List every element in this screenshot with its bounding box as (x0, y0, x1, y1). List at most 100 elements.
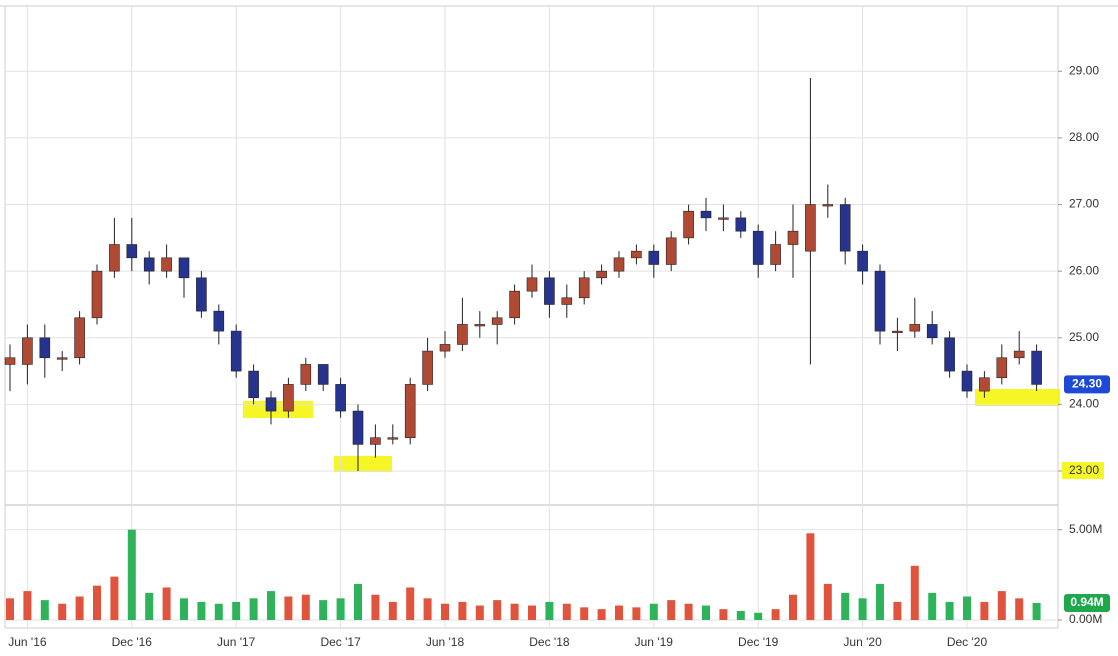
volume-bar (528, 605, 536, 620)
candle-body (39, 337, 51, 359)
candle-body (196, 277, 207, 312)
x-tick-label: Jun '20 (843, 635, 882, 649)
volume-bar (423, 598, 432, 620)
highlight (334, 456, 392, 472)
candle-body (4, 357, 16, 365)
candle-body (857, 250, 868, 272)
volume-bar (580, 607, 589, 620)
volume-bar (667, 600, 676, 620)
x-tick-label: Jun '18 (426, 635, 465, 649)
x-tick-label: Dec '16 (112, 635, 153, 649)
candle-body (457, 324, 468, 345)
volume-bar (354, 583, 362, 620)
volume-bar (823, 583, 832, 620)
candle-body (787, 230, 799, 245)
volume-bar (75, 596, 84, 620)
candle-body (230, 330, 242, 372)
candle-body (683, 210, 694, 239)
candle-body (961, 370, 973, 392)
volume-bar (876, 583, 884, 620)
volume-bar (771, 609, 780, 620)
volume-bar (858, 598, 867, 620)
candle-body (126, 244, 138, 259)
volume-bar (545, 601, 554, 620)
volume-bar (910, 565, 919, 620)
candle-body (317, 364, 329, 385)
volume-bar (214, 603, 223, 620)
candle-body (596, 270, 607, 279)
volume-bar (893, 601, 902, 620)
candle-body (1031, 350, 1042, 385)
candle-body (665, 237, 677, 265)
x-tick-label: Jun '16 (8, 635, 47, 649)
volume-bar (180, 598, 188, 620)
volume-bar (301, 594, 310, 620)
candle-body (91, 270, 103, 319)
volume-bar (6, 598, 14, 620)
candle-body (161, 257, 172, 272)
volume-bar (58, 603, 67, 620)
volume-bar (615, 605, 623, 620)
volume-bar (406, 587, 415, 620)
candle-body (439, 344, 451, 352)
candle-body (544, 277, 555, 305)
volume-bar (110, 576, 119, 620)
volume-bar (145, 592, 154, 620)
volume-bar (388, 601, 397, 620)
volume-bar (841, 592, 850, 620)
candle-body (892, 330, 903, 333)
candle-body (491, 317, 503, 325)
volume-bar (319, 600, 328, 620)
candle-body (335, 384, 346, 412)
candle-body (74, 317, 85, 359)
volume-bar (754, 612, 763, 620)
volume-bar (980, 601, 989, 620)
volume-bar (127, 529, 136, 620)
candle-body (387, 437, 399, 440)
y-tick-label: 27.00 (1069, 197, 1099, 211)
volume-bar (597, 609, 606, 620)
candle-body (909, 324, 921, 332)
volume-bar (493, 600, 502, 620)
candle-body (996, 357, 1008, 379)
volume-bar (510, 603, 519, 620)
y-tick-label: 26.00 (1069, 263, 1099, 277)
candle-body (143, 257, 155, 272)
volume-bar (1032, 603, 1041, 620)
y-tick-label: 5.00M (1069, 522, 1102, 536)
candle-body (1013, 350, 1025, 359)
candle-body (509, 290, 520, 319)
candle-body (926, 324, 938, 339)
volume-bar (997, 591, 1006, 620)
y-tick-label: 0.00M (1069, 612, 1102, 626)
candle-body (770, 244, 781, 265)
candle-body (822, 204, 834, 207)
candle-body (352, 410, 364, 445)
highlight (243, 401, 313, 418)
volume-bar (649, 603, 658, 620)
volume-bar (1015, 598, 1024, 620)
volume-bar (93, 585, 101, 620)
candle-body (735, 217, 747, 232)
volume-bar (562, 603, 571, 620)
candle-body (874, 270, 886, 332)
candle-body (213, 310, 225, 332)
candle-body (839, 204, 851, 252)
volume-bar (232, 601, 241, 620)
y-tick-label: 25.00 (1069, 330, 1099, 344)
x-tick-label: Jun '19 (635, 635, 674, 649)
y-tick-label: 23.00 (1069, 463, 1099, 477)
volume-bar (475, 605, 484, 620)
candle-body (56, 357, 68, 360)
volume-bar (441, 603, 449, 620)
candle-body (805, 204, 816, 252)
current-value-tag (1064, 594, 1110, 613)
candle-body (474, 324, 486, 327)
volume-bar (632, 607, 641, 620)
candle-body (370, 437, 381, 445)
volume-bar (963, 596, 971, 620)
volume-bar (928, 592, 937, 620)
